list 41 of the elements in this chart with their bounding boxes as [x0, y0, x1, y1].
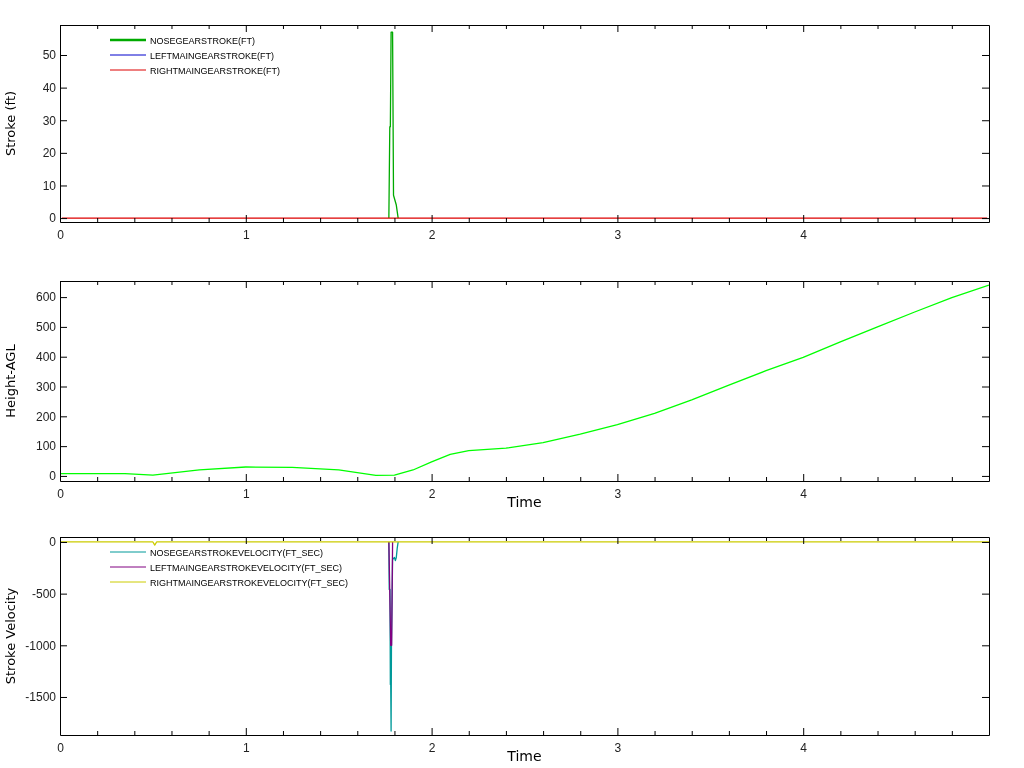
- x-tick-label: 1: [242, 740, 250, 755]
- y-tick-label: 0: [49, 535, 57, 550]
- y-tick-label: 20: [42, 146, 57, 161]
- y-tick-label: 30: [42, 113, 57, 128]
- x-tick-label: 2: [428, 486, 436, 501]
- y-tick-label: 200: [35, 409, 57, 424]
- legend-label: RIGHTMAINGEARSTROKE(FT): [150, 65, 280, 76]
- y-tick-label: -1500: [25, 690, 57, 705]
- legend-label: LEFTMAINGEARSTROKEVELOCITY(FT_SEC): [150, 562, 343, 573]
- y-tick-label: 600: [35, 290, 57, 305]
- x-tick-label: 2: [428, 740, 436, 755]
- y-tick-label: 300: [35, 379, 57, 394]
- x-axis-title: Time: [506, 494, 542, 510]
- y-axis-title: Stroke Velocity: [3, 587, 18, 685]
- y-tick-label: 50: [42, 48, 57, 63]
- x-tick-label: 3: [614, 486, 622, 501]
- x-tick-label: 4: [800, 227, 808, 242]
- y-tick-label: 500: [35, 320, 57, 335]
- line-series: [388, 31, 399, 219]
- y-tick-label: -1000: [25, 638, 57, 653]
- legend-label: NOSEGEARSTROKE(FT): [150, 35, 256, 46]
- y-tick-label: 0: [49, 211, 57, 226]
- x-tick-label: 2: [428, 227, 436, 242]
- y-tick-label: 100: [35, 439, 57, 454]
- y-tick-label: 400: [35, 350, 57, 365]
- y-tick-label: -500: [31, 586, 57, 601]
- x-tick-label: 3: [614, 227, 622, 242]
- x-axis-title: Time: [506, 748, 542, 764]
- y-tick-label: 0: [49, 469, 57, 484]
- y-tick-label: 10: [42, 178, 57, 193]
- legend-label: RIGHTMAINGEARSTROKEVELOCITY(FT_SEC): [150, 577, 349, 588]
- legend-label: NOSEGEARSTROKEVELOCITY(FT_SEC): [150, 547, 324, 558]
- y-axis-title: Height-AGL: [3, 343, 18, 418]
- legend-label: LEFTMAINGEARSTROKE(FT): [150, 50, 275, 61]
- x-tick-label: 1: [242, 227, 250, 242]
- x-tick-label: 4: [800, 740, 808, 755]
- x-tick-label: 3: [614, 740, 622, 755]
- x-tick-label: 4: [800, 486, 808, 501]
- y-tick-label: 40: [42, 80, 57, 95]
- y-axis-title: Stroke (ft): [3, 90, 18, 157]
- x-tick-label: 1: [242, 486, 250, 501]
